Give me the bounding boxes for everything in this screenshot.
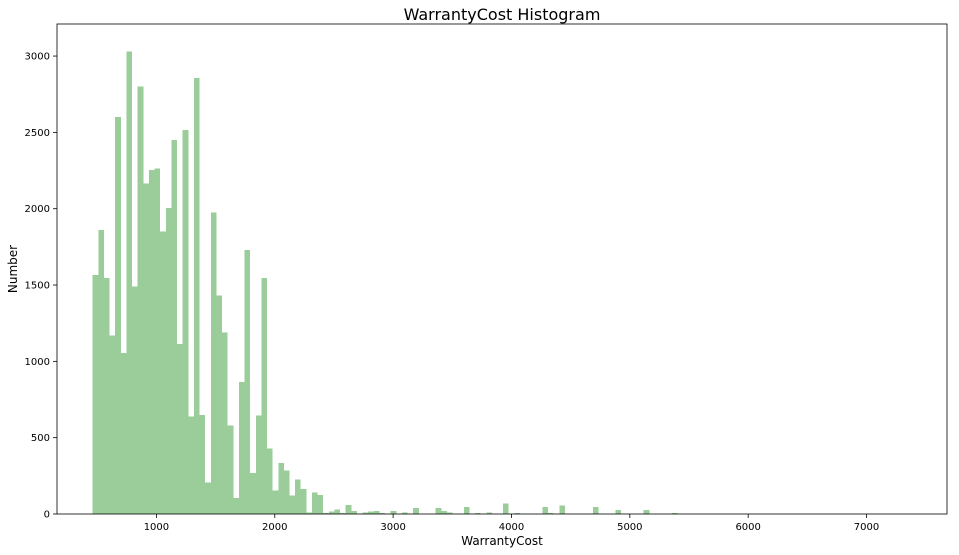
histogram-bar [261,278,268,514]
histogram-bar [289,495,296,514]
histogram-bar [328,511,335,514]
histogram-bar [233,497,239,514]
x-tick-label: 3000 [380,522,405,533]
x-tick-label: 5000 [617,522,642,533]
histogram-bar [311,492,318,514]
histogram-bar [92,275,99,514]
histogram-bar [486,512,492,514]
x-tick-label: 2000 [262,522,287,533]
histogram-bar [283,470,290,514]
bars-group [92,51,678,515]
histogram-bar [171,140,178,515]
y-tick-label: 2500 [25,128,50,139]
histogram-bar [109,335,116,514]
histogram-bar [182,130,189,515]
histogram-bar [132,286,138,514]
histogram-bar [199,414,206,514]
histogram-bar [413,507,419,514]
histogram-bar [250,472,256,514]
histogram-bar [441,510,447,514]
histogram-bar [143,183,149,514]
histogram-bar [446,512,453,514]
histogram-bar [390,510,397,514]
histogram-bar [593,507,599,514]
y-axis-label: Number [6,245,20,293]
histogram-bar [300,488,307,514]
histogram-bar [210,212,217,514]
histogram-bar [177,343,183,514]
histogram-bar [154,168,161,515]
histogram-bar [255,415,262,514]
histogram-bar [98,230,104,514]
x-tick-label: 6000 [735,522,760,533]
histogram-bar [351,510,357,514]
y-tick-label: 1500 [25,281,50,292]
histogram-bar [435,507,442,514]
histogram-bar [503,503,509,514]
y-tick-label: 0 [44,510,50,521]
histogram-bar [373,510,380,514]
histogram-bar [137,86,144,515]
x-tick-label: 1000 [144,522,169,533]
histogram-bar [272,490,279,514]
chart-title: WarrantyCost Histogram [404,5,601,24]
y-tick-label: 3000 [25,52,50,63]
histogram-bar [615,510,622,514]
x-axis: 1000 2000 3000 4000 5000 6000 7000 [144,514,879,533]
histogram-bar [317,494,324,514]
histogram-bar [244,249,251,514]
histogram-bar [115,117,121,514]
y-tick-label: 1000 [25,357,50,368]
histogram-bar [362,512,369,514]
x-tick-label: 7000 [854,522,879,533]
histogram-bar [463,507,470,514]
histogram-bar [216,295,223,514]
histogram-bar [126,51,133,515]
histogram-bar [295,479,301,514]
x-tick-label: 4000 [499,522,524,533]
y-axis: 0 500 1000 1500 2000 2500 3000 [25,52,57,521]
histogram-bar [267,448,273,514]
histogram-bar [193,78,200,514]
histogram-bar [222,332,228,514]
histogram-bar [238,381,245,514]
histogram-bar [227,425,234,514]
histogram-bar [345,504,352,514]
histogram-bar [148,169,155,514]
y-tick-label: 500 [31,433,50,444]
histogram-bar [401,512,408,514]
y-tick-label: 2000 [25,204,50,215]
histogram-bar [334,509,341,514]
histogram-bar [368,511,374,514]
histogram-bar [160,231,166,514]
histogram-bar [165,207,172,515]
histogram-bar [278,462,284,514]
histogram-bar [120,352,127,514]
plot-frame [56,23,948,515]
x-axis-label: WarrantyCost [461,534,543,548]
histogram-bar [643,510,650,514]
histogram-bar [559,505,565,514]
histogram-bar [103,278,110,514]
histogram-bar [205,482,211,514]
histogram-bar [542,507,549,514]
histogram-bar [306,512,312,514]
histogram-bar [188,416,194,514]
